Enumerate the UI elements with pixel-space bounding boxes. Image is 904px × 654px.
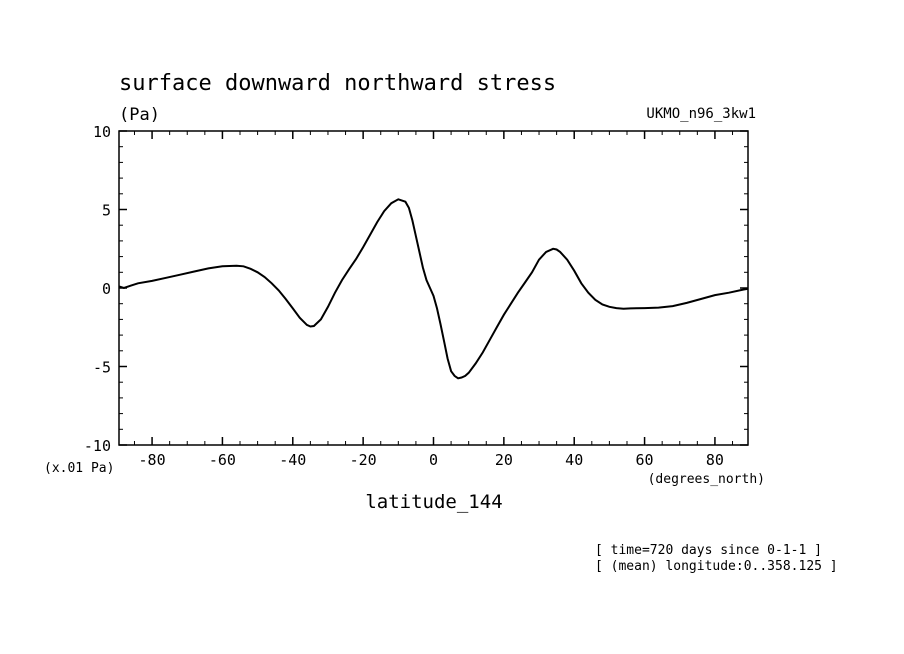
y-tick-label: -10 — [84, 437, 111, 455]
x-tick-label: -60 — [209, 451, 236, 469]
footnote-time: [ time=720 days since 0-1-1 ] — [595, 543, 822, 558]
y-tick-label: 10 — [93, 123, 111, 141]
footnote-longitude: [ (mean) longitude:0..358.125 ] — [595, 559, 838, 574]
series-line — [118, 198, 749, 380]
x-tick-label: 0 — [429, 451, 438, 469]
x-tick-label: -20 — [350, 451, 377, 469]
x-tick-label: 80 — [706, 451, 724, 469]
x-tick-label: -40 — [279, 451, 306, 469]
x-tick-label: -80 — [139, 451, 166, 469]
x-tick-label: 40 — [565, 451, 583, 469]
y-axis-tick-labels: -10 -5 0 5 10 — [84, 123, 111, 455]
y-tick-label: 0 — [102, 280, 111, 298]
dataset-label: UKMO_n96_3kw1 — [646, 106, 756, 122]
x-tick-label: 20 — [495, 451, 513, 469]
axis-ticks — [119, 130, 748, 446]
y-tick-label: -5 — [93, 359, 111, 377]
chart-title: surface downward northward stress — [119, 71, 556, 96]
x-axis-tick-labels: -80 -60 -40 -20 0 20 40 60 80 — [139, 451, 724, 469]
scale-label: (x.01 Pa) — [44, 461, 114, 476]
plot-frame — [118, 130, 749, 446]
x-tick-label: 60 — [636, 451, 654, 469]
y-tick-label: 5 — [102, 202, 111, 220]
x-axis-label: latitude_144 — [365, 491, 502, 513]
x-units-label: (degrees_north) — [648, 472, 765, 487]
units-label: (Pa) — [119, 105, 160, 125]
